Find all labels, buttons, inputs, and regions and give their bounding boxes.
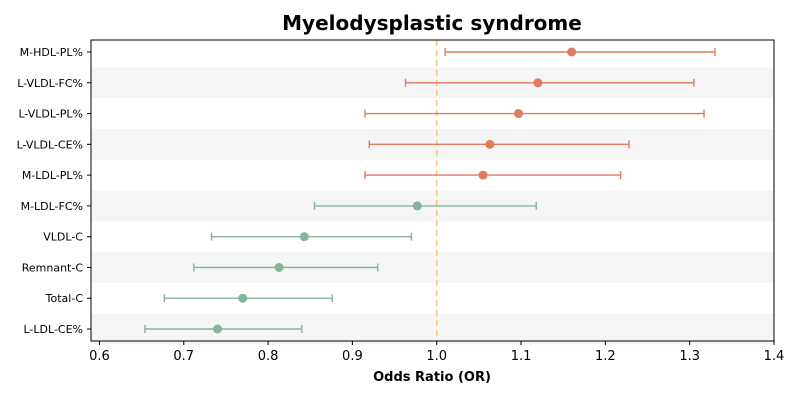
x-axis-label: Odds Ratio (OR) (373, 370, 491, 385)
or-point (274, 262, 284, 272)
or-point (212, 324, 222, 334)
x-tick-label: 1.2 (595, 349, 616, 364)
or-point (478, 170, 488, 180)
x-axis: 0.6 0.7 0.8 0.9 1.0 1.1 1.2 1.3 1.4 (89, 341, 784, 364)
ci-row (163, 293, 333, 303)
y-tick-label: M-LDL-PL% (22, 169, 83, 182)
ci-row (144, 324, 303, 334)
y-tick-label: M-HDL-PL% (20, 46, 83, 59)
x-tick-label: 0.9 (342, 349, 363, 364)
or-point (412, 201, 422, 211)
x-tick-label: 1.1 (511, 349, 532, 364)
ci-row (313, 201, 537, 211)
x-tick-label: 1.3 (679, 349, 700, 364)
ci-row (444, 47, 716, 57)
or-point (533, 78, 543, 88)
x-tick-label: 0.6 (89, 349, 110, 364)
or-point (238, 293, 248, 303)
ci-row (364, 170, 622, 180)
ci-row (193, 262, 379, 272)
y-tick-label: L-VLDL-CE% (17, 138, 83, 151)
or-point (514, 109, 524, 119)
x-tick-label: 0.8 (258, 349, 279, 364)
y-tick-label: L-VLDL-FC% (17, 77, 83, 90)
data-marks (144, 47, 716, 334)
x-tick-label: 1.0 (426, 349, 447, 364)
y-tick-label: L-LDL-CE% (24, 323, 84, 336)
y-tick-label: L-VLDL-PL% (18, 108, 83, 121)
or-point (567, 47, 577, 57)
chart-title: Myelodysplastic syndrome (282, 11, 582, 35)
x-tick-label: 1.4 (764, 349, 785, 364)
y-tick-label: VLDL-C (43, 231, 83, 244)
ci-row (404, 78, 695, 88)
plot-frame (90, 39, 775, 342)
ci-row (368, 139, 630, 149)
y-tick-label: M-LDL-FC% (21, 200, 83, 213)
y-tick-label: Total-C (45, 292, 84, 305)
ci-row (210, 232, 413, 242)
y-axis: M-HDL-PL% L-VLDL-FC% L-VLDL-PL% L-VLDL-CE% M… (17, 46, 91, 336)
or-point (485, 139, 495, 149)
or-point (299, 232, 309, 242)
x-tick-label: 0.7 (173, 349, 194, 364)
ci-row (364, 109, 705, 119)
y-tick-label: Remnant-C (22, 261, 84, 274)
